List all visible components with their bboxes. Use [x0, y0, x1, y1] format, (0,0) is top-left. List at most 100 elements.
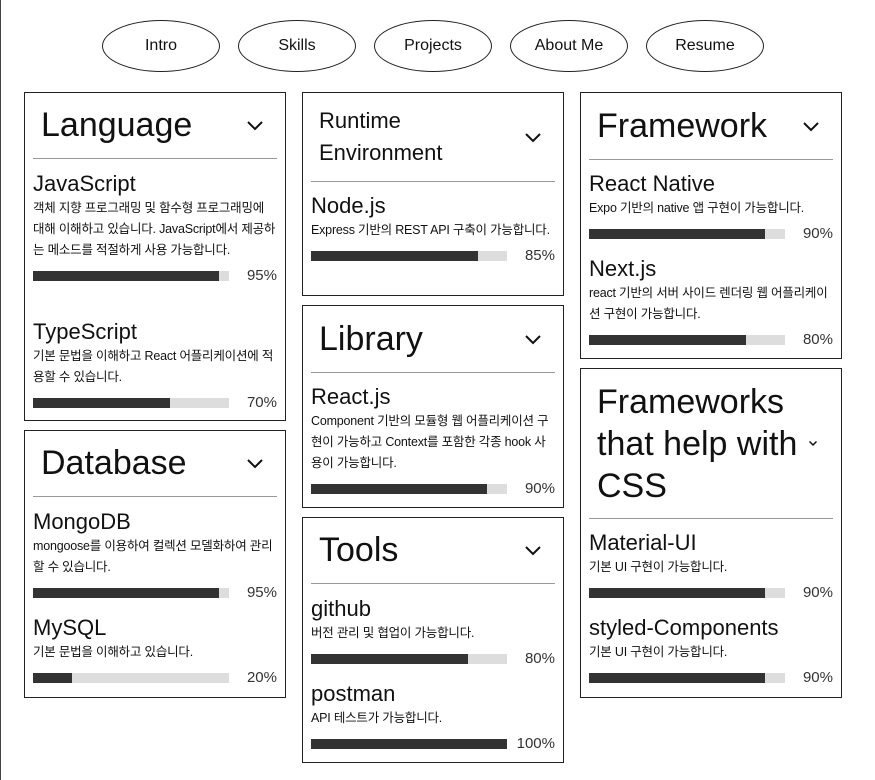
skill-item: React Native Expo 기반의 native 앱 구현이 가능합니다… [589, 171, 833, 243]
skill-progress: 80% [311, 650, 555, 668]
nav-projects-button[interactable]: Projects [374, 20, 492, 72]
skill-progress: 90% [589, 225, 833, 243]
progress-track [311, 654, 507, 664]
skill-description: API 테스트가 가능합니다. [311, 711, 443, 725]
skill-description: Express 기반의 REST API 구축이 가능합니다. [311, 223, 550, 237]
progress-track [589, 673, 785, 683]
progress-fill [33, 588, 220, 598]
card-header[interactable]: Frameworks that help with CSS [589, 369, 833, 519]
skill-item: styled-Components 기본 UI 구현이 가능합니다. 90% [589, 615, 833, 687]
progress-percent: 80% [524, 650, 555, 667]
skill-name: MySQL [33, 615, 107, 640]
skill-name: Material-UI [589, 530, 697, 555]
progress-fill [589, 335, 746, 345]
progress-percent: 90% [524, 480, 555, 497]
progress-fill [589, 229, 766, 239]
nav-resume-button[interactable]: Resume [646, 20, 764, 72]
skill-name: TypeScript [33, 319, 137, 344]
progress-percent: 80% [802, 331, 833, 348]
card-title: Language [41, 106, 193, 144]
card-header[interactable]: Framework [589, 93, 833, 160]
card-header[interactable]: Database [33, 431, 277, 497]
skill-item: Material-UI 기본 UI 구현이 가능합니다. 90% [589, 530, 833, 602]
progress-percent: 95% [246, 584, 277, 601]
chevron-down-icon[interactable] [523, 130, 543, 144]
progress-fill [33, 398, 171, 408]
nav-about-me-button[interactable]: About Me [510, 20, 628, 72]
skill-item: MySQL 기본 문법을 이해하고 있습니다. 20% [33, 615, 277, 687]
card-title: Runtime Environment [319, 108, 443, 165]
skill-name: JavaScript [33, 171, 136, 196]
chevron-down-icon[interactable] [245, 119, 265, 133]
progress-track [33, 271, 229, 281]
skill-name: github [311, 596, 371, 621]
card-title: Frameworks that help with CSS [597, 382, 798, 505]
progress-track [311, 739, 507, 749]
progress-fill [311, 484, 488, 494]
nav-skills-button[interactable]: Skills [238, 20, 356, 72]
skill-name: Node.js [311, 193, 386, 218]
skill-description: react 기반의 서버 사이드 렌더링 웹 어플리케이션 구현이 가능합니다. [589, 286, 828, 321]
card-header[interactable]: Library [311, 306, 555, 373]
progress-percent: 85% [524, 247, 555, 264]
skill-progress: 80% [589, 331, 833, 349]
chevron-down-icon[interactable] [523, 332, 543, 346]
skill-item: MongoDB mongoose를 이용하여 컬렉션 모델화하여 관리할 수 있… [33, 509, 277, 602]
skill-progress: 90% [589, 669, 833, 687]
skill-progress: 20% [33, 669, 277, 687]
progress-track [311, 251, 507, 261]
skill-progress: 85% [311, 247, 555, 265]
skill-item: JavaScript 객체 지향 프로그래밍 및 함수형 프로그래밍에 대해 이… [33, 171, 277, 285]
top-nav: Intro Skills Projects About Me Resume [0, 20, 875, 72]
skill-item: Next.js react 기반의 서버 사이드 렌더링 웹 어플리케이션 구현… [589, 256, 833, 349]
skill-card-runtime-environment: Runtime Environment Node.js Express 기반의 … [302, 92, 564, 296]
skill-description: 기본 문법을 이해하고 React 어플리케이션에 적용할 수 있습니다. [33, 349, 274, 384]
skill-card-tools: Tools github 버전 관리 및 협업이 가능합니다. 80% post… [302, 517, 564, 763]
skill-progress: 70% [33, 394, 277, 412]
chevron-down-icon[interactable] [801, 119, 821, 133]
progress-percent: 70% [246, 394, 277, 411]
skill-progress: 95% [33, 584, 277, 602]
skill-name: React.js [311, 384, 391, 409]
skill-item: github 버전 관리 및 협업이 가능합니다. 80% [311, 596, 555, 668]
skill-item: postman API 테스트가 가능합니다. 100% [311, 681, 555, 753]
skill-name: MongoDB [33, 509, 131, 534]
chevron-down-icon[interactable] [245, 457, 265, 471]
chevron-down-icon[interactable] [803, 437, 823, 451]
skill-item: TypeScript 기본 문법을 이해하고 React 어플리케이션에 적용할… [33, 319, 277, 412]
skill-description: 기본 문법을 이해하고 있습니다. [33, 645, 193, 659]
skill-progress: 90% [589, 584, 833, 602]
skill-progress: 95% [33, 267, 277, 285]
progress-track [589, 335, 785, 345]
skill-name: Next.js [589, 256, 657, 281]
card-header[interactable]: Language [33, 93, 277, 159]
chevron-down-icon[interactable] [523, 544, 543, 558]
skill-description: Expo 기반의 native 앱 구현이 가능합니다. [589, 201, 805, 215]
progress-fill [311, 739, 507, 749]
skill-description: mongoose를 이용하여 컬렉션 모델화하여 관리할 수 있습니다. [33, 539, 273, 574]
skill-card-framework: Framework React Native Expo 기반의 native 앱… [580, 92, 842, 359]
skill-name: styled-Components [589, 615, 779, 640]
skill-description: 버전 관리 및 협업이 가능합니다. [311, 626, 475, 640]
skill-progress: 90% [311, 480, 555, 498]
card-title: Library [319, 319, 423, 358]
skill-name: postman [311, 681, 396, 706]
progress-track [589, 229, 785, 239]
skill-progress: 100% [311, 735, 555, 753]
progress-fill [589, 673, 766, 683]
progress-fill [589, 588, 766, 598]
nav-intro-button[interactable]: Intro [102, 20, 220, 72]
skill-name: React Native [589, 171, 715, 196]
card-header[interactable]: Tools [311, 518, 555, 584]
progress-fill [311, 654, 468, 664]
card-title: Framework [597, 106, 768, 145]
card-header[interactable]: Runtime Environment [311, 93, 555, 182]
skill-item: React.js Component 기반의 모듈형 웹 어플리케이션 구현이 … [311, 384, 555, 498]
skill-description: Component 기반의 모듈형 웹 어플리케이션 구현이 가능하고 Cont… [311, 414, 549, 470]
progress-track [311, 484, 507, 494]
progress-percent: 90% [802, 584, 833, 601]
skill-item: Node.js Express 기반의 REST API 구축이 가능합니다. … [311, 193, 555, 265]
progress-percent: 90% [802, 225, 833, 242]
skill-description: 기본 UI 구현이 가능합니다. [589, 645, 728, 659]
progress-fill [33, 673, 73, 683]
